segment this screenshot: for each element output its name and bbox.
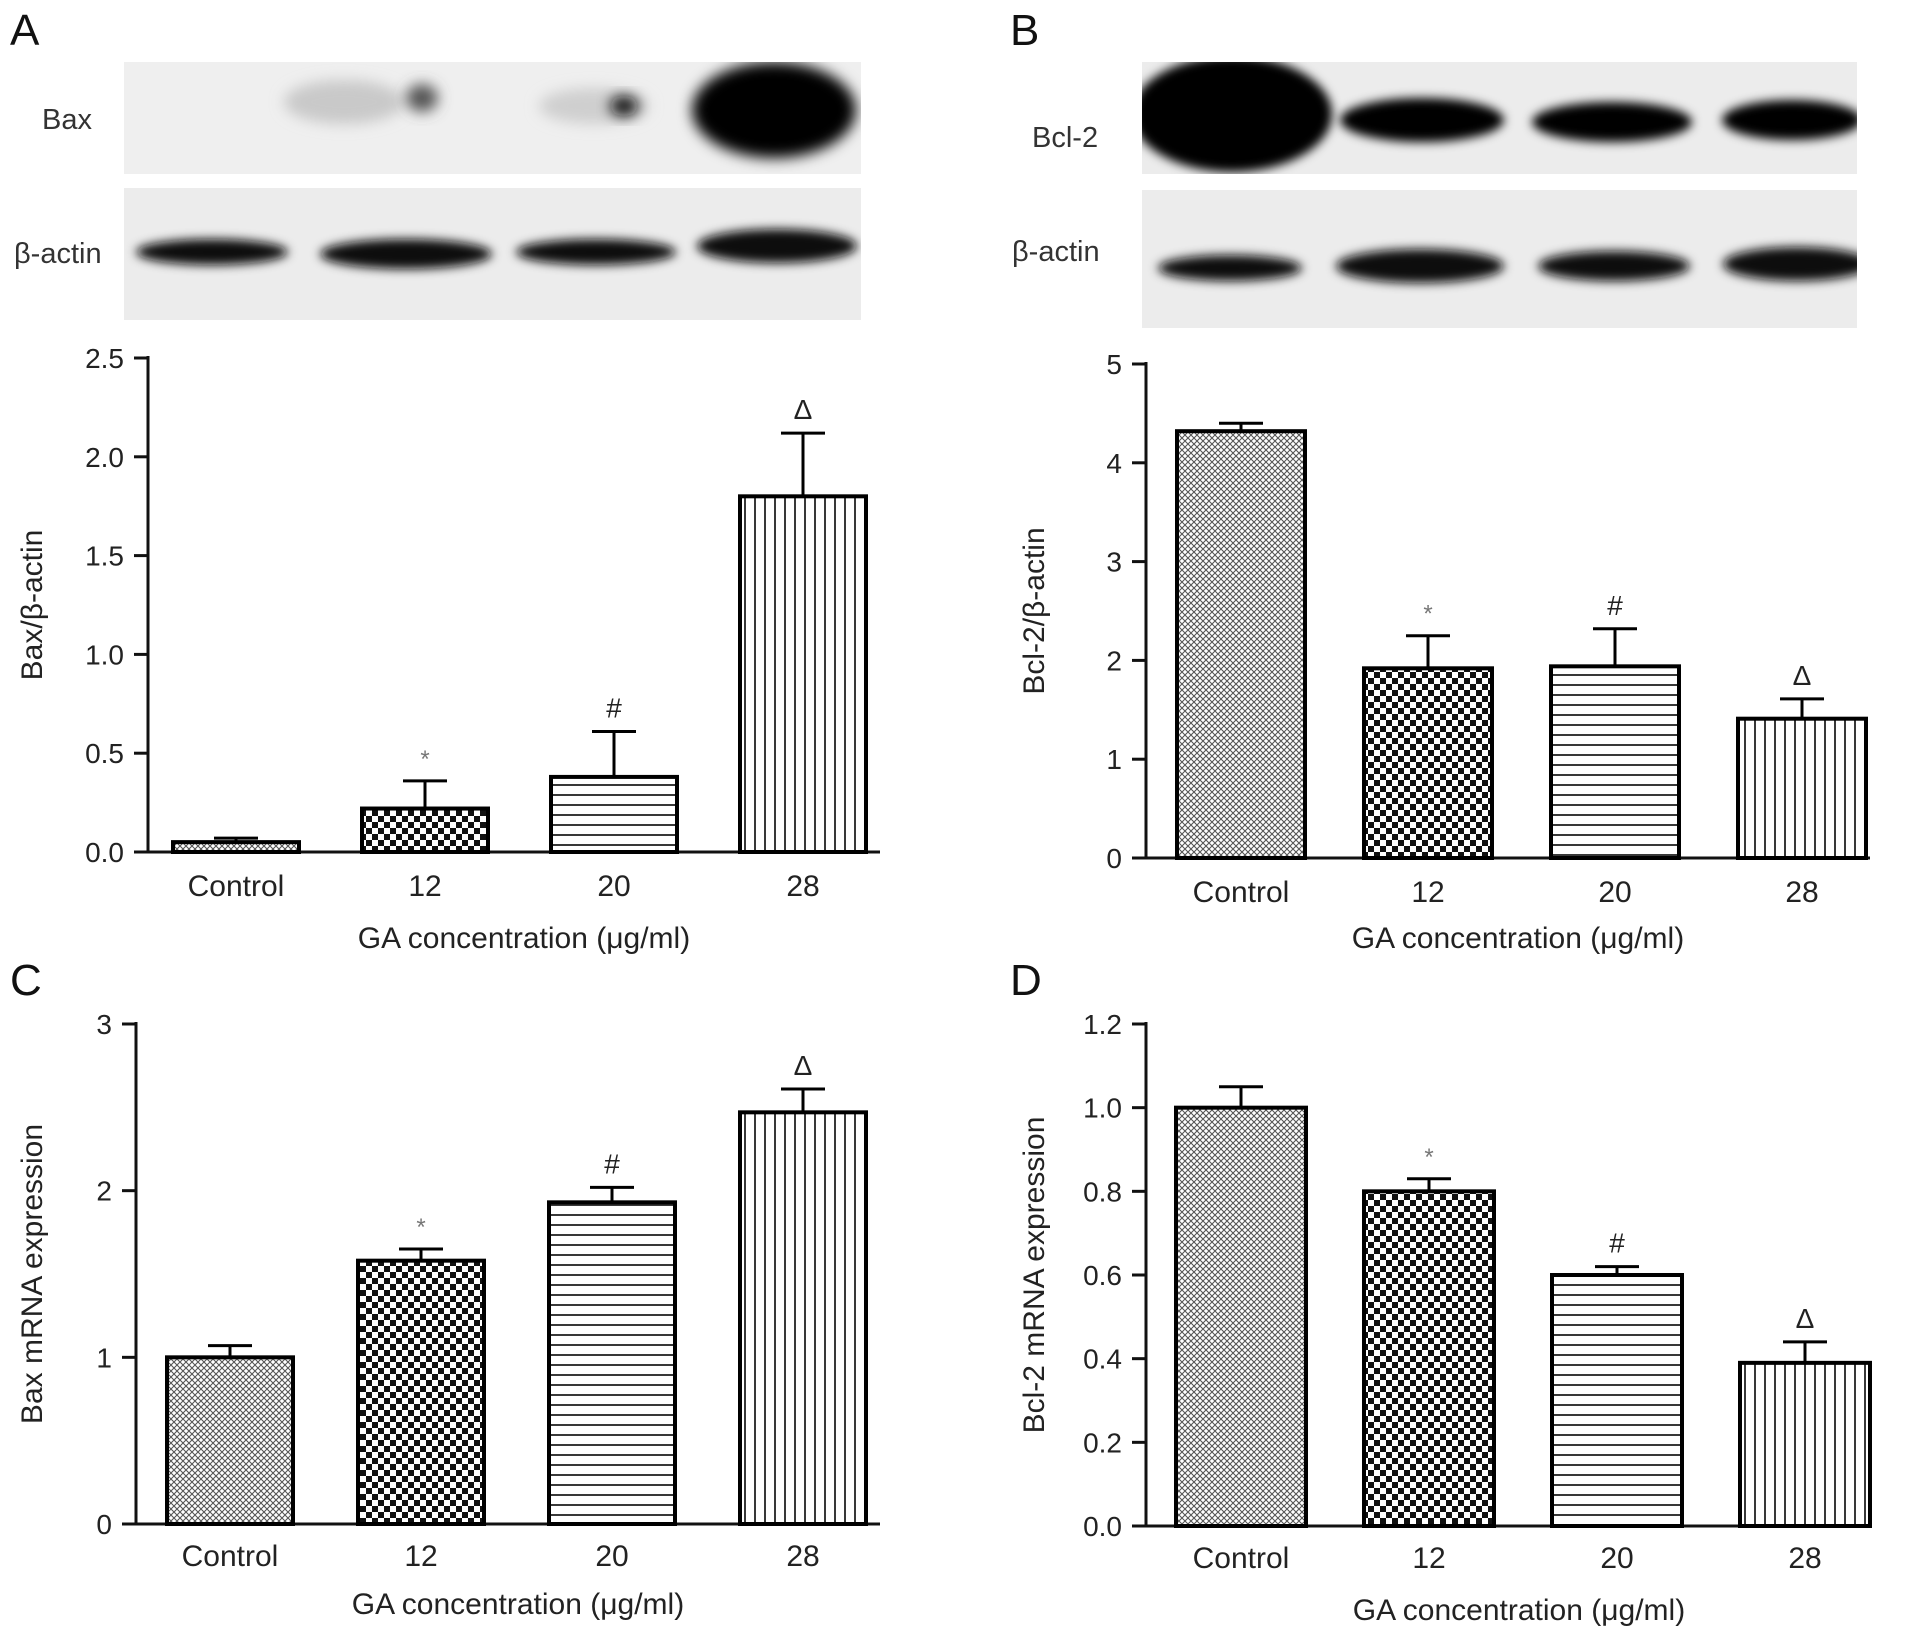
- y-tick-label: 2.0: [85, 442, 124, 473]
- y-tick-label: 3: [96, 1009, 112, 1040]
- y-axis-title: Bcl-2/β-actin: [1018, 527, 1051, 694]
- bar-28: [1736, 716, 1868, 860]
- x-axis-title: GA concentration (μg/ml): [1352, 922, 1684, 955]
- x-tick-label: Control: [188, 870, 285, 903]
- x-axis-title: GA concentration (μg/ml): [358, 922, 690, 955]
- y-tick-label: 1.0: [85, 639, 124, 670]
- x-tick-label: 20: [597, 870, 630, 903]
- x-tick-label: 28: [1785, 876, 1818, 909]
- y-tick-label: 3: [1106, 547, 1122, 578]
- panel-letter-c: C: [10, 956, 42, 1005]
- bar-28: [738, 1110, 868, 1526]
- bar-20: [549, 774, 679, 854]
- x-tick-label: 12: [404, 1540, 437, 1573]
- y-tick-label: 0.6: [1083, 1260, 1122, 1291]
- bar-12: [356, 1258, 486, 1526]
- x-tick-label: 28: [786, 870, 819, 903]
- blot-a-protein-label: Bax: [42, 104, 92, 136]
- y-tick-label: 1.5: [85, 541, 124, 572]
- y-tick-label: 0.0: [85, 837, 124, 868]
- y-axis-title: Bax mRNA expression: [16, 1124, 49, 1424]
- y-tick-label: 0: [96, 1509, 112, 1540]
- blot-b-actin-label: β-actin: [1012, 236, 1100, 268]
- blot-b-actin-bands: [1158, 247, 1871, 283]
- significance-marker: #: [1607, 590, 1623, 621]
- x-axis-title: GA concentration (μg/ml): [352, 1588, 684, 1621]
- y-tick-label: 0.4: [1083, 1344, 1122, 1375]
- y-tick-label: 0.8: [1083, 1176, 1122, 1207]
- bar-28: [1738, 1360, 1872, 1528]
- significance-marker: *: [1424, 1144, 1433, 1171]
- y-tick-label: 1.2: [1083, 1009, 1122, 1040]
- significance-marker: *: [420, 746, 429, 773]
- bar-12: [1362, 666, 1494, 860]
- bar-20: [547, 1200, 677, 1526]
- x-tick-label: 20: [595, 1540, 628, 1573]
- panel-letter-b: B: [1010, 6, 1040, 55]
- x-tick-label: 20: [1600, 1542, 1633, 1575]
- chart-d-bcl2-mrna: 0.0 0.2 0.4 0.6 0.8 1.0 1.2 Control * 12 #20 Δ 28 GA …: [1018, 1009, 1872, 1627]
- significance-marker: #: [1609, 1228, 1625, 1259]
- bar-28: [738, 494, 868, 854]
- bar-control: [171, 840, 301, 854]
- significance-marker: Δ: [794, 394, 813, 425]
- western-blot-a-bax: [124, 62, 861, 174]
- x-axis-title: GA concentration (μg/ml): [1353, 1594, 1685, 1627]
- blot-a-bax-bands: [284, 62, 856, 158]
- x-tick-label: 12: [1412, 1542, 1445, 1575]
- x-tick-label: 20: [1598, 876, 1631, 909]
- western-blot-a-actin: [124, 188, 861, 320]
- y-axis-title: Bax/β-actin: [16, 530, 49, 681]
- y-tick-label: 0.2: [1083, 1427, 1122, 1458]
- bar-control: [1174, 1105, 1308, 1529]
- significance-marker: *: [416, 1214, 425, 1241]
- y-tick-label: 1: [96, 1342, 112, 1373]
- y-tick-label: 5: [1106, 349, 1122, 380]
- western-blot-b-actin: [1142, 190, 1871, 328]
- chart-a-bax-protein: 0.0 0.5 1.0 1.5 2.0 2.5 Control * 12 #20 Δ 28 GA con…: [16, 343, 880, 955]
- bar-control: [1175, 429, 1307, 861]
- x-tick-label: 28: [1788, 1542, 1821, 1575]
- y-axis-title: Bcl-2 mRNA expression: [1018, 1117, 1051, 1434]
- y-tick-label: 0.5: [85, 738, 124, 769]
- x-tick-label: Control: [1193, 1542, 1290, 1575]
- significance-marker: *: [1423, 601, 1432, 628]
- x-tick-label: 28: [786, 1540, 819, 1573]
- bar-12: [360, 806, 490, 855]
- panel-letter-d: D: [1010, 956, 1042, 1005]
- blot-a-actin-bands: [136, 229, 857, 269]
- x-tick-label: Control: [182, 1540, 279, 1573]
- panel-letter-a: A: [10, 6, 40, 55]
- x-tick-label: 12: [408, 870, 441, 903]
- y-tick-label: 2.5: [85, 343, 124, 374]
- x-tick-label: Control: [1193, 876, 1290, 909]
- blot-b-bcl2-bands: [1132, 56, 1862, 172]
- bar-12: [1362, 1189, 1496, 1528]
- y-tick-label: 2: [96, 1176, 112, 1207]
- blot-b-protein-label: Bcl-2: [1032, 122, 1099, 154]
- y-tick-label: 1.0: [1083, 1093, 1122, 1124]
- significance-marker: #: [606, 692, 622, 723]
- bar-20: [1550, 1273, 1684, 1528]
- y-tick-label: 2: [1106, 645, 1122, 676]
- x-tick-label: 12: [1411, 876, 1444, 909]
- y-tick-label: 4: [1106, 448, 1122, 479]
- y-tick-label: 1: [1106, 744, 1122, 775]
- significance-marker: Δ: [794, 1050, 813, 1081]
- bar-control: [165, 1355, 295, 1527]
- significance-marker: Δ: [1793, 660, 1812, 691]
- y-tick-label: 0.0: [1083, 1511, 1122, 1542]
- y-tick-label: 0: [1106, 843, 1122, 874]
- bar-20: [1549, 664, 1681, 860]
- significance-marker: Δ: [1796, 1303, 1815, 1334]
- blot-a-actin-label: β-actin: [14, 238, 102, 270]
- western-blot-b-bcl2: [1132, 56, 1862, 174]
- significance-marker: #: [604, 1148, 620, 1179]
